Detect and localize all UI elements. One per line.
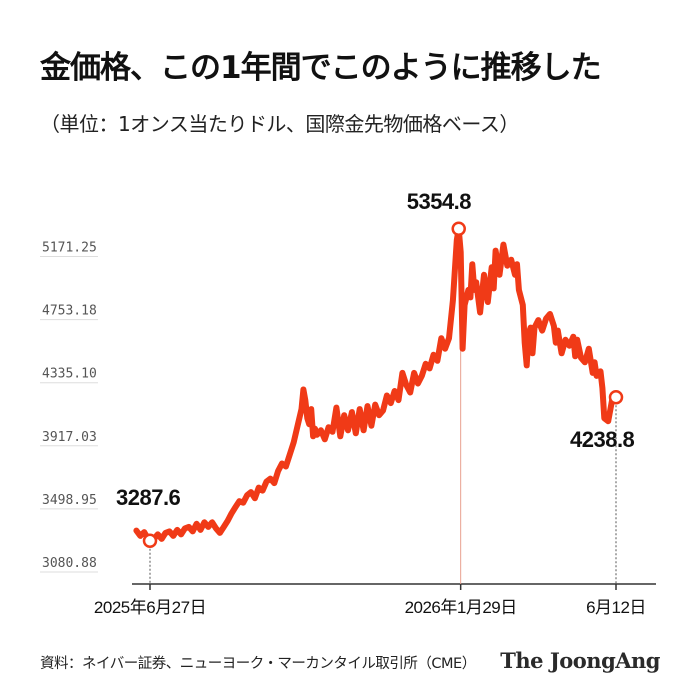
chart-title: 金価格、この1年間でこのように推移した — [40, 50, 602, 86]
marker-layer — [142, 221, 624, 549]
value-marker — [608, 389, 624, 405]
grid-layer — [40, 255, 98, 573]
y-tick-label: 5171.25 — [42, 240, 97, 255]
price-series-line — [133, 225, 619, 544]
y-tick-label: 3080.88 — [42, 556, 97, 571]
axis-layer: 3080.88 3498.95 3917.03 4335.10 4753.18 5171.… — [42, 240, 656, 617]
chart-subtitle: （単位：1オンス当たりドル、国際金先物価格ベース） — [40, 112, 519, 136]
data-value-label: 4238.8 — [570, 427, 635, 452]
line-layer — [133, 225, 619, 544]
source-note: 資料：ネイバー証券、ニューヨーク・マーカンタイル取引所（CME） — [40, 656, 476, 672]
label-layer: 3287.6 5354.8 4238.8 — [116, 189, 635, 510]
x-tick-label: 6月12日 — [586, 598, 646, 617]
publisher-logo: The JoongAng — [500, 648, 660, 673]
x-tick-label: 2025年6月27日 — [94, 598, 206, 617]
data-value-label: 5354.8 — [407, 189, 472, 214]
value-marker — [451, 221, 466, 237]
y-tick-label: 4335.10 — [42, 367, 97, 382]
y-tick-label: 4753.18 — [42, 304, 97, 319]
x-tick-label: 2026年1月29日 — [405, 598, 517, 617]
data-value-label: 3287.6 — [116, 485, 181, 510]
value-marker — [142, 533, 158, 549]
y-tick-label: 3498.95 — [42, 493, 97, 508]
y-tick-label: 3917.03 — [42, 430, 97, 445]
